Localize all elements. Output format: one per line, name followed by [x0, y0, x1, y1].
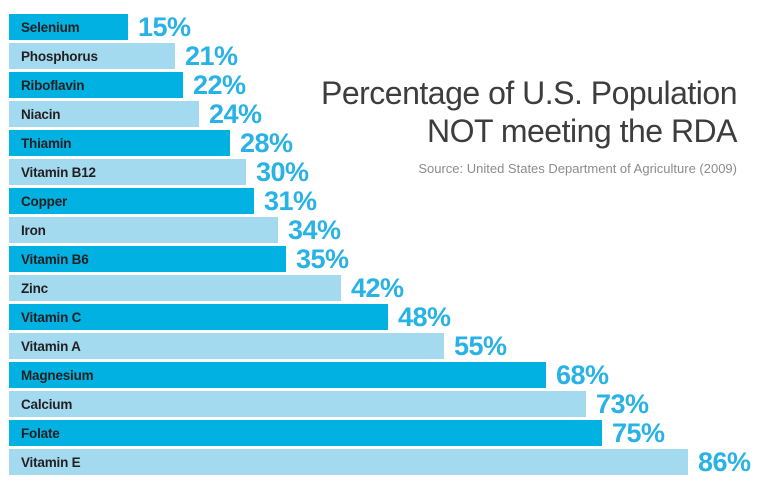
bar-vitamin-a: Vitamin A: [9, 333, 444, 359]
bar-label-folate: Folate: [21, 425, 60, 441]
bar-label-vitamin-b6: Vitamin B6: [21, 251, 89, 267]
bar-value-selenium: 15%: [138, 12, 191, 42]
bar-label-thiamin: Thiamin: [21, 135, 72, 151]
bar-value-phosphorus: 21%: [185, 41, 238, 71]
bar-magnesium: Magnesium: [9, 362, 546, 388]
bar-value-magnesium: 68%: [556, 360, 609, 390]
bar-value-zinc: 42%: [351, 273, 404, 303]
bar-value-vitamin-b6: 35%: [296, 244, 349, 274]
bar-row-selenium: Selenium 15%: [9, 12, 780, 43]
bar-label-phosphorus: Phosphorus: [21, 48, 98, 64]
bar-rows: Selenium 15% Phosphorus 21% Riboflavin 22% Nia…: [9, 12, 780, 478]
bar-riboflavin: Riboflavin: [9, 72, 183, 98]
bar-iron: Iron: [9, 217, 278, 243]
bar-label-vitamin-a: Vitamin A: [21, 338, 81, 354]
bar-label-vitamin-e: Vitamin E: [21, 454, 81, 470]
bar-label-magnesium: Magnesium: [21, 367, 94, 383]
bar-vitamin-c: Vitamin C: [9, 304, 388, 330]
bar-label-selenium: Selenium: [21, 19, 80, 35]
bar-niacin: Niacin: [9, 101, 199, 127]
bar-copper: Copper: [9, 188, 254, 214]
bar-row-iron: Iron 34%: [9, 215, 780, 246]
bar-calcium: Calcium: [9, 391, 586, 417]
chart-source: Source: United States Department of Agri…: [418, 161, 737, 176]
bar-value-vitamin-c: 48%: [398, 302, 451, 332]
bar-phosphorus: Phosphorus: [9, 43, 175, 69]
bar-row-vitamin-e: Vitamin E 86%: [9, 447, 780, 478]
bar-vitamin-b6: Vitamin B6: [9, 246, 286, 272]
bar-value-iron: 34%: [288, 215, 341, 245]
bar-row-riboflavin: Riboflavin 22%: [9, 70, 780, 101]
bar-vitamin-e: Vitamin E: [9, 449, 688, 475]
bar-value-vitamin-b12: 30%: [256, 157, 309, 187]
bar-row-vitamin-a: Vitamin A 55%: [9, 331, 780, 362]
bar-label-zinc: Zinc: [21, 280, 48, 296]
chart-title-line2: NOT meeting the RDA: [426, 113, 738, 149]
bar-folate: Folate: [9, 420, 602, 446]
bar-value-folate: 75%: [612, 418, 665, 448]
bar-label-niacin: Niacin: [21, 106, 61, 122]
bar-row-copper: Copper 31%: [9, 186, 780, 217]
bar-value-vitamin-e: 86%: [698, 447, 751, 477]
bar-row-vitamin-b12: Vitamin B12 30%: [9, 157, 780, 188]
bar-row-magnesium: Magnesium 68%: [9, 360, 780, 391]
bar-vitamin-b12: Vitamin B12: [9, 159, 246, 185]
bar-value-copper: 31%: [264, 186, 317, 216]
chart-title-block: Percentage of U.S. Population NOT meetin…: [321, 74, 738, 176]
bar-row-vitamin-b6: Vitamin B6 35%: [9, 244, 780, 275]
bar-label-iron: Iron: [21, 222, 46, 238]
bar-label-riboflavin: Riboflavin: [21, 77, 85, 93]
bar-row-folate: Folate 75%: [9, 418, 780, 449]
bar-label-copper: Copper: [21, 193, 68, 209]
bar-label-vitamin-c: Vitamin C: [21, 309, 82, 325]
bar-value-thiamin: 28%: [240, 128, 293, 158]
chart-title-line1: Percentage of U.S. Population: [321, 75, 738, 111]
bar-row-thiamin: Thiamin 28%: [9, 128, 780, 159]
bar-value-niacin: 24%: [209, 99, 262, 129]
bar-zinc: Zinc: [9, 275, 341, 301]
bar-selenium: Selenium: [9, 14, 128, 40]
bar-value-riboflavin: 22%: [193, 70, 246, 100]
bar-value-calcium: 73%: [596, 389, 649, 419]
bar-label-calcium: Calcium: [21, 396, 73, 412]
bar-label-vitamin-b12: Vitamin B12: [21, 164, 96, 180]
bar-row-niacin: Niacin 24%: [9, 99, 780, 130]
bar-thiamin: Thiamin: [9, 130, 230, 156]
bar-row-calcium: Calcium 73%: [9, 389, 780, 420]
bar-row-vitamin-c: Vitamin C 48%: [9, 302, 780, 333]
bar-value-vitamin-a: 55%: [454, 331, 507, 361]
bar-row-phosphorus: Phosphorus 21%: [9, 41, 780, 72]
bar-row-zinc: Zinc 42%: [9, 273, 780, 304]
